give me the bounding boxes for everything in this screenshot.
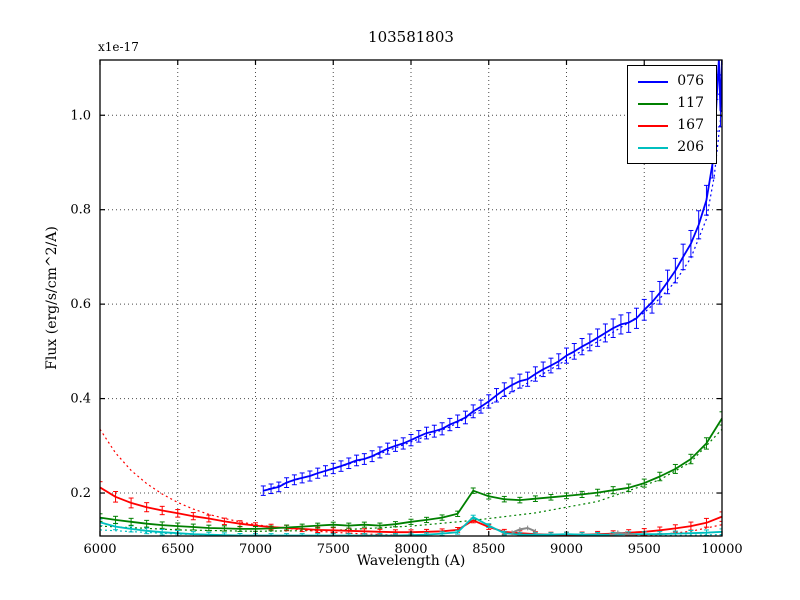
x-tick-label: 9000 (550, 542, 583, 557)
x-tick-label: 6500 (161, 542, 194, 557)
y-tick-label: 0.2 (70, 486, 91, 501)
legend-label: 076 (677, 73, 704, 89)
masked-segment (609, 531, 636, 536)
legend: 076 117 167 206 (627, 65, 717, 164)
y-tick-label: 0.6 (70, 297, 91, 312)
legend-label: 206 (677, 139, 704, 155)
y-offset-label: x1e-17 (98, 40, 139, 54)
legend-line-icon (638, 80, 669, 83)
x-tick-label: 6000 (83, 542, 116, 557)
legend-item-076: 076 (638, 73, 704, 90)
plot-title: 103581803 (368, 28, 454, 46)
x-tick-label: 7500 (317, 542, 350, 557)
x-tick-label: 8500 (472, 542, 505, 557)
legend-label: 117 (677, 95, 704, 111)
legend-item-167: 167 (638, 117, 704, 134)
legend-line-icon (638, 124, 669, 127)
masked-segment (511, 526, 536, 534)
legend-line-icon (638, 146, 669, 149)
x-tick-label: 9500 (628, 542, 661, 557)
legend-label: 167 (677, 117, 704, 133)
legend-item-206: 206 (638, 139, 704, 156)
legend-item-117: 117 (638, 95, 704, 112)
spectrum-line-076 (263, 60, 722, 492)
legend-line-icon (638, 102, 669, 105)
y-tick-label: 0.8 (70, 203, 91, 218)
x-axis-label: Wavelength (A) (356, 553, 466, 569)
y-axis-label: Flux (erg/s/cm^2/A) (44, 226, 60, 370)
y-tick-label: 1.0 (70, 108, 91, 123)
y-tick-label: 0.4 (70, 392, 91, 407)
x-tick-label: 10000 (701, 542, 742, 557)
spectrum-line-117 (100, 417, 722, 530)
x-tick-label: 7000 (239, 542, 272, 557)
x-tick-label: 8000 (394, 542, 427, 557)
